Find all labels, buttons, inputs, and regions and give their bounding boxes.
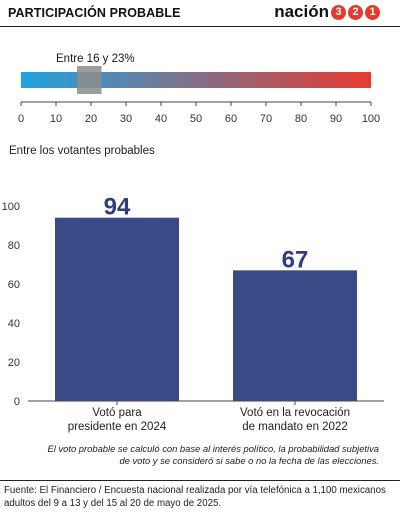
- brand-digit-2: 2: [348, 4, 363, 20]
- bar: [55, 217, 179, 401]
- chart-subtitle: Entre los votantes probables: [9, 145, 155, 157]
- bar-data-label: 67: [282, 246, 309, 273]
- range-tick-label: 70: [260, 113, 272, 125]
- range-tick-label: 10: [50, 113, 62, 125]
- y-tick-label: 60: [8, 279, 20, 291]
- range-tick-label: 60: [225, 113, 237, 125]
- header: PARTICIPACIÓN PROBABLE nación 3 2 1: [0, 0, 400, 26]
- range-label: Entre 16 y 23%: [56, 53, 135, 65]
- methodology-note: El voto probable se calculó con base al …: [47, 443, 379, 466]
- category-label: presidente en 2024: [68, 421, 167, 433]
- range-gradient-bar: [21, 72, 371, 88]
- page-title: PARTICIPACIÓN PROBABLE: [8, 6, 181, 20]
- y-tick-label: 20: [8, 357, 20, 369]
- range-tick-label: 0: [18, 113, 24, 125]
- range-tick-label: 80: [295, 113, 307, 125]
- range-tick-label: 20: [85, 113, 97, 125]
- footer-divider: [0, 480, 400, 481]
- range-tick-label: 30: [120, 113, 132, 125]
- y-tick-label: 100: [2, 201, 20, 213]
- header-divider: [0, 26, 400, 27]
- brand-digit-1: 3: [331, 4, 346, 20]
- bar-data-label: 94: [104, 194, 131, 221]
- brand-digit-3: 1: [365, 4, 380, 20]
- brand-logo: nación 3 2 1: [274, 2, 380, 22]
- category-label: Votó para: [92, 407, 142, 419]
- source-note: Fuente: El Financiero / Encuesta naciona…: [4, 485, 386, 509]
- range-tick-label: 100: [362, 113, 380, 125]
- category-label: de mandato en 2022: [242, 421, 348, 433]
- y-tick-label: 0: [14, 396, 20, 408]
- range-tick-label: 90: [330, 113, 342, 125]
- range-tick-label: 50: [190, 113, 202, 125]
- range-marker: [77, 66, 102, 94]
- bar: [233, 270, 357, 401]
- brand-text: nación: [274, 2, 329, 21]
- range-bar-chart: Entre 16 y 23% 0 10 20 30 40 50 60 70 80 90 100: [18, 53, 380, 125]
- category-label: Votó en la revocación: [240, 407, 350, 419]
- y-tick-label: 40: [8, 318, 20, 330]
- bar-chart: 0 20 40 60 80 100 94 Votó para presidente en 20…: [2, 194, 384, 433]
- range-tick-label: 40: [155, 113, 167, 125]
- y-tick-label: 80: [8, 240, 20, 252]
